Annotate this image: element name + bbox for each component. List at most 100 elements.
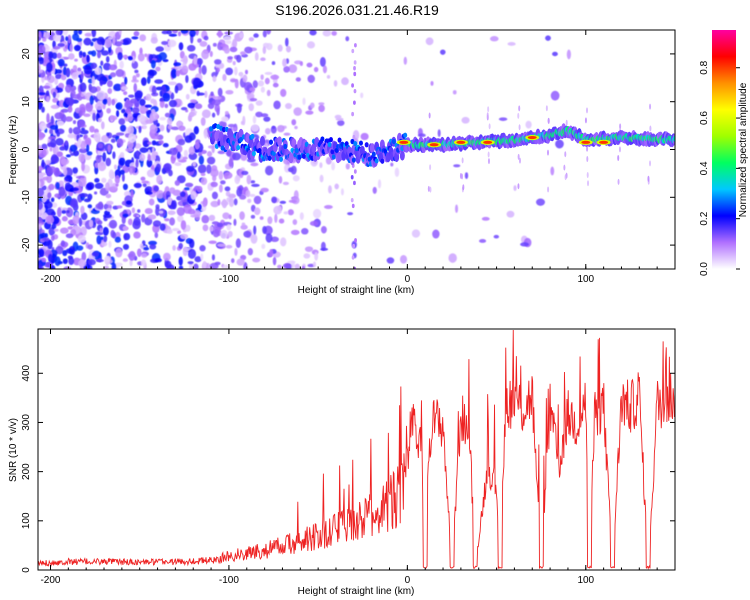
heatmap-streak-blob	[565, 119, 568, 126]
heatmap-noise-blob	[283, 65, 290, 73]
heatmap-noise-blob	[273, 100, 281, 110]
heatmap-noise-blob	[192, 161, 197, 167]
heatmap-noise-blob	[545, 35, 551, 41]
heatmap-noise-blob	[293, 107, 302, 116]
heatmap-noise-blob	[220, 200, 229, 206]
heatmap-noise-blob	[481, 216, 490, 221]
heatmap-noise-blob	[278, 218, 285, 224]
heatmap-noise-blob	[55, 137, 64, 146]
heatmap-noise-blob	[113, 83, 122, 92]
heatmap-noise-blob	[214, 261, 221, 266]
heatmap-noise-blob	[271, 125, 276, 130]
heatmap-noise-blob	[295, 77, 301, 82]
heatmap-noise-blob	[340, 188, 344, 196]
heatmap-noise-blob	[62, 258, 68, 265]
heatmap-noise-blob	[78, 153, 85, 163]
heatmap-noise-blob	[212, 174, 217, 182]
heatmap-noise-blob	[101, 241, 108, 247]
heatmap-noise-blob	[212, 96, 222, 100]
heatmap-noise-blob	[149, 123, 158, 134]
heatmap-noise-blob	[250, 180, 256, 184]
heatmap-noise-blob	[55, 73, 62, 79]
heatmap-noise-blob	[478, 239, 487, 243]
heatmap-noise-blob	[312, 261, 317, 268]
heatmap-noise-blob	[162, 142, 169, 148]
heatmap-noise-blob	[126, 200, 132, 205]
heatmap-noise-blob	[107, 88, 113, 95]
heatmap-noise-blob	[52, 33, 62, 42]
heatmap-noise-blob	[115, 69, 125, 77]
heatmap-noise-blob	[211, 165, 218, 172]
heatmap-noise-blob	[147, 153, 151, 162]
heatmap-noise-blob	[79, 54, 83, 58]
heatmap-noise-blob	[124, 76, 128, 85]
heatmap-noise-blob	[177, 98, 182, 105]
heatmap-noise-blob	[144, 186, 153, 193]
heatmap-noise-blob	[123, 112, 127, 117]
heatmap-noise-blob	[334, 183, 339, 190]
heatmap-streak-blob	[353, 88, 357, 94]
heatmap-noise-blob	[188, 63, 197, 71]
heatmap-noise-blob	[272, 82, 279, 88]
heatmap-noise-blob	[113, 164, 118, 170]
heatmap-noise-blob	[72, 126, 82, 135]
heatmap-noise-blob	[288, 199, 297, 203]
heatmap-noise-blob	[265, 233, 273, 243]
heatmap-noise-blob	[266, 89, 271, 97]
heatmap-noise-blob	[51, 52, 58, 59]
heatmap-noise-blob	[283, 132, 291, 136]
heatmap-noise-blob	[115, 102, 123, 110]
heatmap-noise-blob	[164, 218, 170, 222]
heatmap-noise-blob	[187, 261, 194, 265]
heatmap-noise-blob	[104, 255, 111, 263]
heatmap-streak-blob	[584, 117, 587, 124]
heatmap-noise-blob	[411, 229, 421, 238]
heatmap-ridge-blob	[221, 126, 226, 133]
heatmap-noise-blob	[216, 222, 224, 228]
heatmap-noise-blob	[61, 210, 67, 214]
heatmap-noise-blob	[68, 257, 75, 266]
heatmap-noise-blob	[174, 162, 182, 167]
heatmap-noise-blob	[69, 144, 78, 152]
heatmap-noise-blob	[176, 207, 186, 216]
heatmap-noise-blob	[43, 31, 51, 39]
heatmap-noise-blob	[440, 49, 446, 55]
heatmap-noise-blob	[89, 86, 98, 94]
heatmap-noise-blob	[67, 34, 72, 44]
heatmap-noise-blob	[214, 103, 220, 113]
heatmap-noise-blob	[452, 90, 457, 95]
colorbar-tick-label: 0.2	[699, 211, 710, 225]
heatmap-noise-blob	[52, 97, 59, 103]
heatmap-noise-blob	[185, 93, 190, 100]
heatmap-peak	[527, 135, 537, 140]
heatmap-noise-blob	[174, 180, 181, 186]
heatmap-noise-blob	[188, 146, 195, 155]
heatmap-noise-blob	[222, 73, 227, 82]
heatmap-noise-blob	[85, 102, 94, 113]
heatmap-noise-blob	[122, 258, 128, 262]
heatmap-noise-blob	[198, 155, 205, 165]
heatmap-noise-blob	[232, 127, 238, 131]
heatmap-streak-blob	[351, 48, 355, 54]
heatmap-streak-blob	[563, 164, 566, 171]
heatmap-noise-blob	[57, 58, 65, 67]
heatmap-streak-blob	[647, 175, 650, 182]
heatmap-noise-blob	[566, 49, 571, 60]
heatmap-noise-blob	[100, 50, 109, 56]
heatmap-streak-blob	[429, 186, 432, 193]
heatmap-noise-blob	[50, 104, 60, 109]
heatmap-noise-blob	[70, 152, 75, 156]
heatmap-noise-blob	[154, 79, 164, 84]
heatmap-streak-blob	[617, 178, 620, 185]
heatmap-noise-blob	[233, 198, 238, 206]
heatmap-noise-blob	[123, 232, 131, 241]
heatmap-noise-blob	[180, 107, 188, 111]
heatmap-noise-blob	[165, 260, 172, 269]
heatmap-noise-blob	[106, 107, 111, 114]
heatmap-noise-blob	[179, 191, 186, 198]
heatmap-streak-blob	[564, 174, 567, 181]
heatmap-noise-blob	[228, 158, 234, 168]
heatmap-noise-blob	[212, 75, 217, 82]
heatmap-streak-blob	[586, 172, 589, 179]
heatmap-noise-blob	[345, 36, 350, 42]
